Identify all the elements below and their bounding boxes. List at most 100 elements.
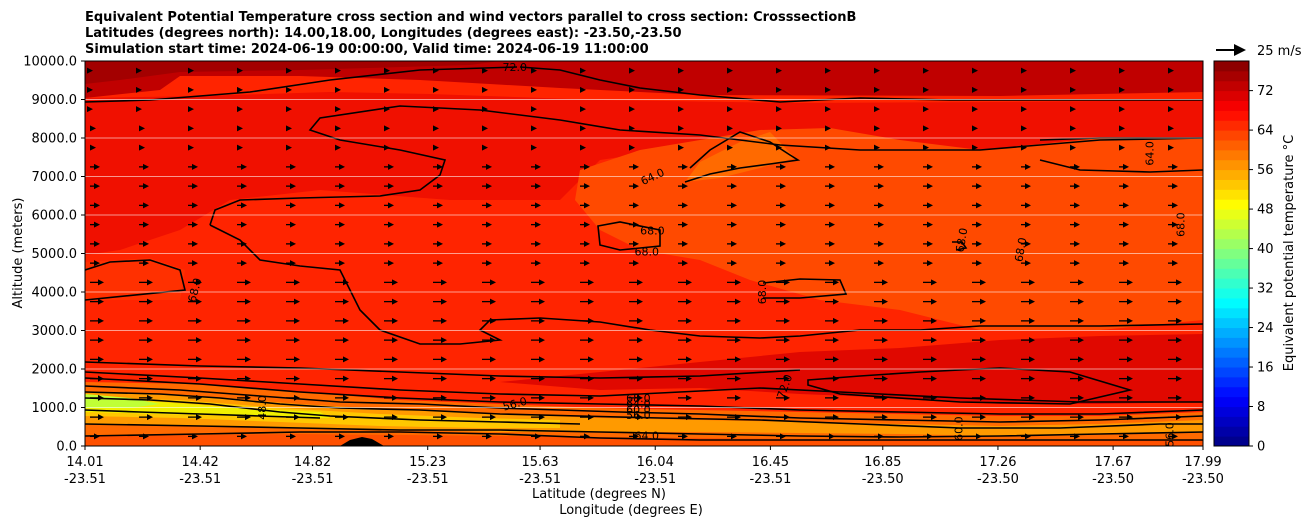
wind-vector-275 <box>1168 279 1182 286</box>
wind-vector-376 <box>482 375 496 382</box>
wind-vector-79 <box>580 125 586 132</box>
wind-vector-16 <box>874 67 880 74</box>
wind-vector-185 <box>139 221 149 228</box>
wind-vector-93 <box>139 144 145 151</box>
wind-vector-416 <box>188 414 202 421</box>
contour-label-7: 68.0 <box>1175 212 1188 237</box>
wind-vector-48 <box>188 106 194 113</box>
wind-vector-262 <box>531 279 545 286</box>
wind-vector-137 <box>1168 163 1178 170</box>
wind-vector-184 <box>90 221 100 228</box>
wind-vector-206 <box>1168 221 1178 228</box>
wind-vector-174 <box>727 202 737 209</box>
wind-vector-251 <box>1119 260 1129 267</box>
wind-vector-134 <box>1021 163 1031 170</box>
wind-vector-438 <box>139 433 149 440</box>
wind-vector-267 <box>776 279 790 286</box>
contour-label-17: 64.0 <box>635 430 660 443</box>
wind-vector-372 <box>286 375 300 382</box>
wind-vector-169 <box>482 202 492 209</box>
wind-vector-238 <box>482 260 492 267</box>
wind-vector-285 <box>531 298 545 305</box>
wind-vector-104 <box>678 144 684 151</box>
wind-vector-226 <box>1021 240 1031 247</box>
wind-vector-396 <box>335 394 349 401</box>
wind-vector-255 <box>188 279 202 286</box>
wind-vector-218 <box>629 240 639 247</box>
colorbar-segment-15 <box>1214 288 1249 299</box>
wind-vector-323 <box>139 337 153 344</box>
wind-vector-58 <box>678 106 684 113</box>
wind-vector-277 <box>139 298 153 305</box>
wind-vector-201 <box>923 221 933 228</box>
wind-vector-13 <box>727 67 733 74</box>
wind-vector-313 <box>776 317 790 324</box>
contour-lines <box>85 66 1203 441</box>
wind-vector-132 <box>923 163 933 170</box>
wind-vector-448 <box>629 433 639 440</box>
grid-lines <box>85 99 1203 408</box>
wind-vector-222 <box>825 240 835 247</box>
wind-vector-149 <box>629 183 639 190</box>
wind-vector-199 <box>825 221 835 228</box>
wind-vector-193 <box>531 221 541 228</box>
wind-vector-189 <box>335 221 345 228</box>
wind-vector-144 <box>384 183 394 190</box>
wind-vector-421 <box>433 414 447 421</box>
wind-vector-353 <box>482 356 496 363</box>
wind-vector-278 <box>188 298 202 305</box>
wind-vector-368 <box>90 375 104 382</box>
y-tick-label-5: 5000.0 <box>32 247 78 262</box>
wind-vector-418 <box>286 414 300 421</box>
wind-vector-30 <box>433 86 439 93</box>
wind-vector-43 <box>1070 86 1076 93</box>
wind-vector-282 <box>384 298 398 305</box>
wind-vector-120 <box>335 163 345 170</box>
wind-vector-329 <box>433 337 447 344</box>
wind-vector-337 <box>825 337 839 344</box>
wind-vector-99 <box>433 144 439 151</box>
wind-vector-23 <box>87 86 93 93</box>
wind-vector-398 <box>433 394 447 401</box>
wind-vector-371 <box>237 375 251 382</box>
wind-vector-138 <box>90 183 100 190</box>
wind-vector-427 <box>727 414 741 421</box>
wind-vector-322 <box>90 337 104 344</box>
wind-vector-161 <box>90 202 100 209</box>
wind-vector-173 <box>678 202 688 209</box>
colorbar-segment-31 <box>1214 130 1249 141</box>
wind-vector-224 <box>923 240 933 247</box>
wind-vector-130 <box>825 163 835 170</box>
wind-vector-153 <box>825 183 835 190</box>
wind-vector-129 <box>776 163 786 170</box>
wind-vector-223 <box>874 240 884 247</box>
wind-vector-190 <box>384 221 394 228</box>
wind-vector-56 <box>580 106 586 113</box>
wind-vector-356 <box>629 356 643 363</box>
wind-vector-407 <box>874 394 888 401</box>
wind-vector-63 <box>923 106 929 113</box>
wind-vector-357 <box>678 356 692 363</box>
wind-vector-216 <box>531 240 541 247</box>
y-tick-label-1: 1000.0 <box>32 401 78 416</box>
wind-vector-314 <box>825 317 839 324</box>
wind-vector-305 <box>384 317 398 324</box>
x-tick-label-lon-4: -23.51 <box>519 472 561 487</box>
wind-vector-89 <box>1070 125 1076 132</box>
wind-vectors <box>87 67 1182 440</box>
wind-vector-433 <box>1021 414 1035 421</box>
wind-vector-157 <box>1021 183 1031 190</box>
wind-vector-425 <box>629 414 643 421</box>
wind-vector-21 <box>1119 67 1125 74</box>
wind-vector-180 <box>1021 202 1031 209</box>
wind-vector-434 <box>1070 414 1084 421</box>
wind-vector-321 <box>1168 317 1182 324</box>
wind-vector-242 <box>678 260 688 267</box>
y-axis: 0.0 1000.0 2000.0 3000.0 4000.0 5000.0 6000.0 7… <box>23 55 85 455</box>
colorbar-segment-8 <box>1214 357 1249 368</box>
wind-vector-163 <box>188 202 198 209</box>
wind-vector-203 <box>1021 221 1031 228</box>
wind-vector-424 <box>580 414 594 421</box>
colorbar-tick-label-6: 48 <box>1257 203 1274 218</box>
